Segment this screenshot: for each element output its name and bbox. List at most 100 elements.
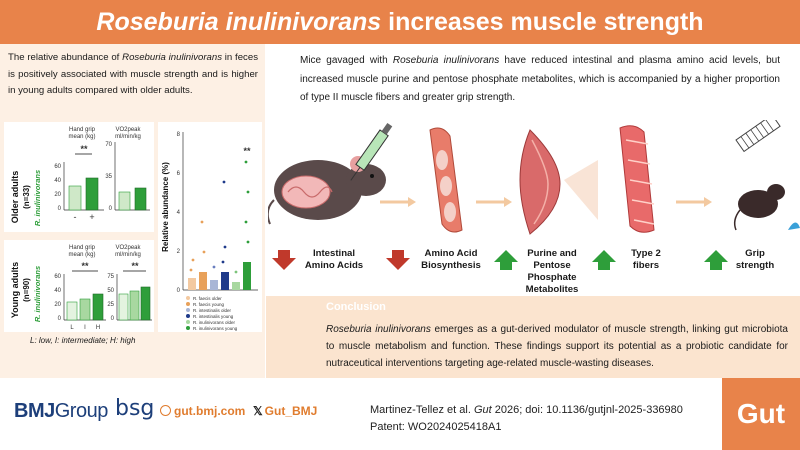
x-handle-link[interactable]: 𝕏 Gut_BMJ — [253, 404, 317, 418]
citation-doi: 2026; doi: 10.1136/gutjnl-2025-336980 — [491, 404, 683, 416]
young-vo-unit: ml/min/kg — [115, 252, 141, 258]
muscle-illustration — [519, 129, 598, 235]
young-hg-unit: mean (kg) — [68, 252, 95, 258]
young-vo-bar-int — [129, 290, 140, 321]
mouse-head — [346, 164, 386, 196]
older-x-minus: - — [74, 212, 77, 222]
abundance-tick: 8 — [177, 132, 181, 138]
intestine-illustration — [429, 127, 463, 233]
legend-entry: R. intestinalis young — [193, 314, 234, 319]
conclusion-body: emerges as a gut-derived modulator of mu… — [326, 324, 788, 369]
older-adults-chart: Older adults (n=33) R. inulinivorans Han… — [10, 127, 150, 226]
bmj-group-logo[interactable]: BMJGroup — [14, 400, 108, 423]
legend-swatch — [186, 308, 190, 312]
conclusion-title: Conclusion — [326, 301, 386, 313]
older-hg-tick: 20 — [54, 192, 61, 198]
abundance-tick: 6 — [177, 171, 181, 177]
data-dot — [189, 268, 193, 272]
stage-intestinal-amino-acids: Intestinal Amino Acids — [304, 248, 364, 271]
data-dot — [223, 245, 227, 249]
footer — [0, 385, 800, 450]
abundance-bar-inulinivorans-older — [232, 282, 240, 290]
abundance-tick: 0 — [177, 288, 181, 294]
older-hg-bar-plus — [85, 177, 99, 211]
older-species-label: R. inulinivorans — [33, 170, 42, 226]
data-dot — [202, 250, 206, 254]
flow-arrow-head — [504, 197, 512, 207]
older-sig: ** — [80, 144, 88, 154]
older-adults-panel: Older adults (n=33) R. inulinivorans Han… — [4, 122, 154, 232]
legend-swatch — [186, 320, 190, 324]
left-text-species: Roseburia inulinivorans — [122, 52, 222, 63]
young-group-label: Young adults — [10, 262, 20, 318]
legend-entry: R. intestinalis older — [193, 308, 232, 313]
mouse-study-text: Mice gavaged with Roseburia inulinivoran… — [300, 52, 780, 108]
fiber-tube — [619, 125, 655, 233]
gut-website-link[interactable]: gut.bmj.com — [160, 404, 245, 418]
abundance-dots — [189, 160, 250, 274]
stage-grip-strength: Grip strength — [735, 248, 775, 271]
grip-mouse-body — [738, 190, 778, 218]
young-species-label: R. inulinivorans — [33, 266, 42, 322]
stage-amino-acid-biosynthesis: Amino Acid Biosynthesis — [421, 248, 481, 271]
syringe-barrel — [355, 129, 389, 171]
older-hg-tick: 60 — [54, 164, 61, 170]
up-arrow-icon — [494, 250, 518, 270]
gut-illustration — [281, 175, 331, 209]
stage-type-2-fibers: Type 2 fibers — [631, 248, 661, 271]
globe-icon — [160, 405, 171, 416]
gut-journal-logo[interactable]: Gut — [722, 378, 800, 450]
intestine-villus — [444, 202, 456, 222]
young-hg-bar-high — [92, 293, 104, 321]
grip-mouse-head — [767, 184, 785, 200]
young-sig-hg: ** — [81, 261, 89, 271]
young-x-int: I — [84, 325, 86, 331]
young-vo-tick: 0 — [111, 316, 115, 322]
abundance-ylabel: Relative abundance (%) — [161, 162, 170, 252]
title-species: Roseburia inulinivorans — [96, 7, 382, 36]
older-vo-tick: 70 — [105, 142, 112, 148]
young-group-n: (n=90) — [22, 278, 31, 302]
legend-swatch — [186, 314, 190, 318]
legend-entry: R. inulinivorans young — [193, 326, 238, 331]
grip-grid-icon — [735, 120, 781, 153]
syringe-needle — [350, 166, 361, 181]
bsg-logo[interactable]: bsg — [115, 396, 155, 421]
data-dot — [246, 190, 250, 194]
older-hg-label: Hand grip — [69, 127, 96, 133]
syringe-plunger — [381, 122, 393, 135]
citation-line: Martinez-Tellez et al. Gut 2026; doi: 10… — [370, 402, 683, 419]
right-text-species: Roseburia inulinivorans — [392, 55, 500, 66]
abundance-chart: Relative abundance (%) 8 6 4 2 0 ** — [161, 132, 258, 331]
older-hg-unit: mean (kg) — [68, 134, 95, 140]
abundance-bar-intestinalis-young — [221, 272, 229, 290]
legend-entry: R. faecis older — [193, 296, 222, 301]
young-hg-tick: 0 — [58, 316, 62, 322]
lih-legend: L: low, I: intermediate; H: high — [30, 336, 136, 345]
x-icon: 𝕏 — [253, 404, 263, 418]
older-x-plus: + — [89, 212, 94, 222]
grip-mouse-tail — [733, 209, 741, 231]
abundance-legend: R. faecis older R. faecis young R. intes… — [186, 296, 238, 331]
right-text-a: Mice gavaged with — [300, 55, 393, 66]
down-arrow-icon — [272, 250, 296, 270]
data-dot — [222, 180, 226, 184]
data-dot — [234, 270, 238, 274]
flow-arrow-head — [704, 197, 712, 207]
older-hg-tick: 0 — [58, 206, 62, 212]
abundance-panel: Relative abundance (%) 8 6 4 2 0 ** — [158, 122, 262, 332]
young-vo-tick: 50 — [107, 288, 114, 294]
grip-grid-frame — [735, 120, 781, 153]
gut-link-text: gut.bmj.com — [174, 404, 246, 418]
young-vo-tick: 75 — [107, 274, 114, 280]
up-arrow-icon — [592, 250, 616, 270]
fiber-illustration — [619, 125, 655, 233]
young-vo-bar-low — [118, 293, 129, 321]
citation: Martinez-Tellez et al. Gut 2026; doi: 10… — [370, 402, 683, 436]
data-dot — [200, 220, 204, 224]
abundance-bar-inulinivorans-young — [243, 262, 251, 290]
data-dot — [244, 220, 248, 224]
data-dot — [221, 260, 225, 264]
citation-authors: Martinez-Tellez et al. — [370, 404, 474, 416]
young-sig-vo: ** — [131, 261, 139, 271]
